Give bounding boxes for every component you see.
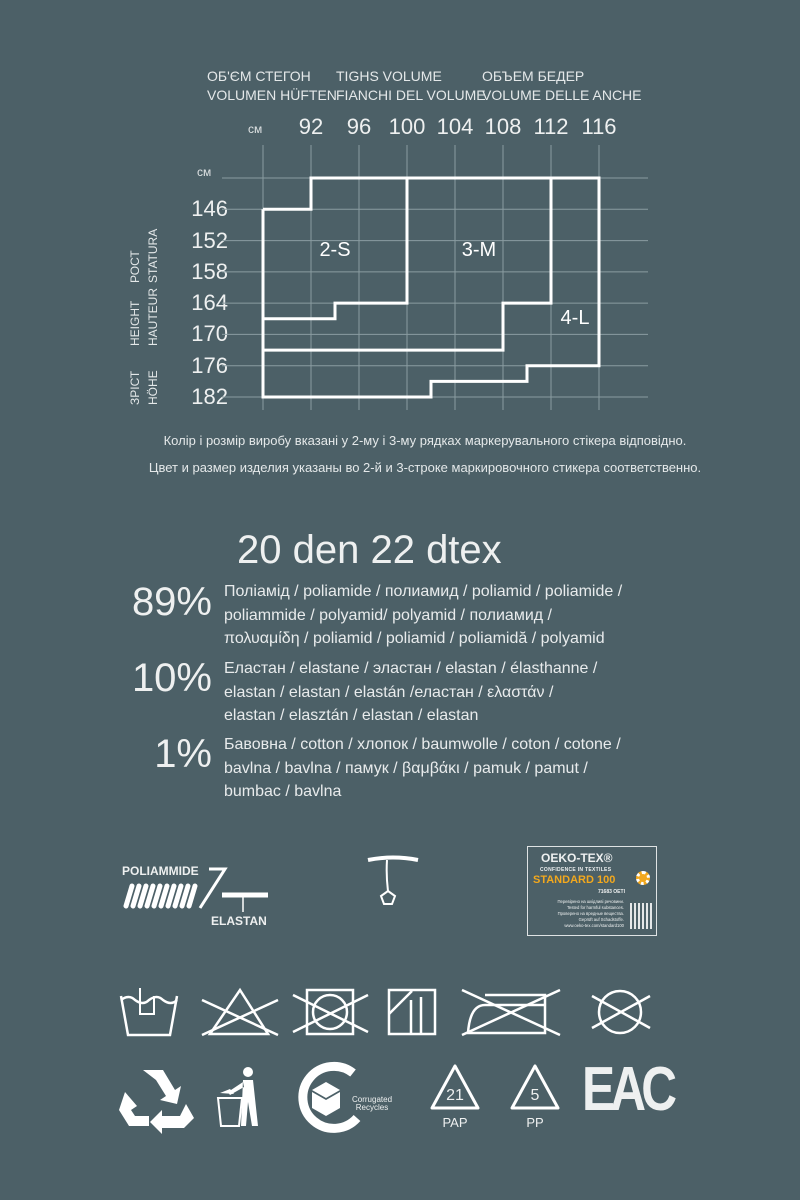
drip-dry-in-shade-icon	[387, 988, 437, 1036]
height-tick-label: 146	[191, 196, 228, 222]
do-not-tumble-dry-icon	[292, 988, 369, 1036]
fiber-label-elastane: ELASTAN	[211, 914, 267, 928]
hip-tick-label: 104	[436, 114, 474, 139]
header-hip-en-it: TIGHS VOLUME FIANCHI DEL VOLUME	[336, 68, 486, 103]
note-ua: Колір і розмір виробу вказані у 2-му і 3…	[163, 433, 687, 448]
height-tick-label: 176	[191, 352, 228, 378]
pap-label: PAP	[442, 1115, 468, 1130]
percent-elastane: 10%	[131, 656, 212, 700]
composition-polyamide: Поліамід / poliamide / полиамид / poliam…	[224, 583, 623, 647]
size-outline-2-s	[263, 176, 409, 321]
size-label: 4-L	[561, 307, 590, 329]
do-not-bleach-icon	[201, 987, 279, 1037]
size-chart: 2-S 3-M 4-L	[222, 145, 648, 410]
hip-tick-label: 116	[581, 114, 617, 139]
height-tick-label: 170	[191, 321, 228, 347]
hip-unit: см	[248, 122, 263, 136]
percent-cotton: 1%	[154, 732, 212, 776]
header-hip-ru-it: ОБЪЕМ БЕДЕР VOLUME DELLE ANCHE	[482, 68, 642, 103]
pp-code: 5	[530, 1087, 540, 1104]
composition-elastane: Еластан / elastane / эластан / elastan /…	[224, 660, 598, 724]
height-tick-label: 158	[191, 258, 228, 284]
density: 20 den 22 dtex	[237, 528, 502, 572]
recycle-icon	[119, 1070, 194, 1134]
oeko-tex-label: OEKO-TEX® CONFIDENCE IN TEXTILES STANDAR…	[527, 846, 657, 936]
size-outline-3-m	[263, 176, 553, 352]
corrugated-recycles-icon	[298, 1061, 361, 1133]
height-tick-label: 164	[191, 290, 228, 316]
size-outline-4-l	[261, 176, 601, 399]
fiber-label-polyamide: POLIAMMIDE	[122, 864, 199, 878]
do-not-dry-clean-icon	[591, 989, 651, 1035]
note-ru: Цвет и размер изделия указаны во 2-й и 3…	[148, 460, 702, 475]
eac-mark-icon: EAC	[582, 1055, 677, 1124]
daisy-logo-icon	[636, 871, 650, 885]
percent-polyamide: 89%	[131, 580, 212, 624]
hand-wash-icon	[119, 988, 179, 1037]
hip-tick-label: 108	[484, 114, 522, 139]
qr-code-icon	[630, 903, 652, 929]
header-hip-ua-de: ОБ'ЄМ СТЕГОН VOLUMEN HÜFTEN	[207, 68, 337, 103]
tidy-man-icon	[216, 1067, 258, 1127]
height-unit: см	[197, 165, 212, 179]
hanging-tights-icon	[367, 855, 419, 905]
composition-cotton: Бавовна / cotton / хлопок / baumwolle / …	[224, 736, 621, 800]
hip-tick-label: 112	[533, 114, 569, 139]
pp-label: PP	[526, 1115, 544, 1130]
height-tick-label: 182	[191, 384, 228, 409]
pap-code: 21	[446, 1087, 464, 1104]
do-not-iron-icon	[461, 988, 561, 1037]
height-tick-label: 152	[191, 227, 228, 253]
hip-tick-label: 100	[388, 114, 426, 139]
hip-tick-label: 96	[346, 114, 372, 139]
hip-tick-label: 92	[298, 114, 324, 139]
size-label: 3-M	[462, 239, 496, 261]
size-label: 2-S	[319, 239, 350, 261]
corrugated-text: Corrugated Recycles	[352, 1095, 393, 1112]
